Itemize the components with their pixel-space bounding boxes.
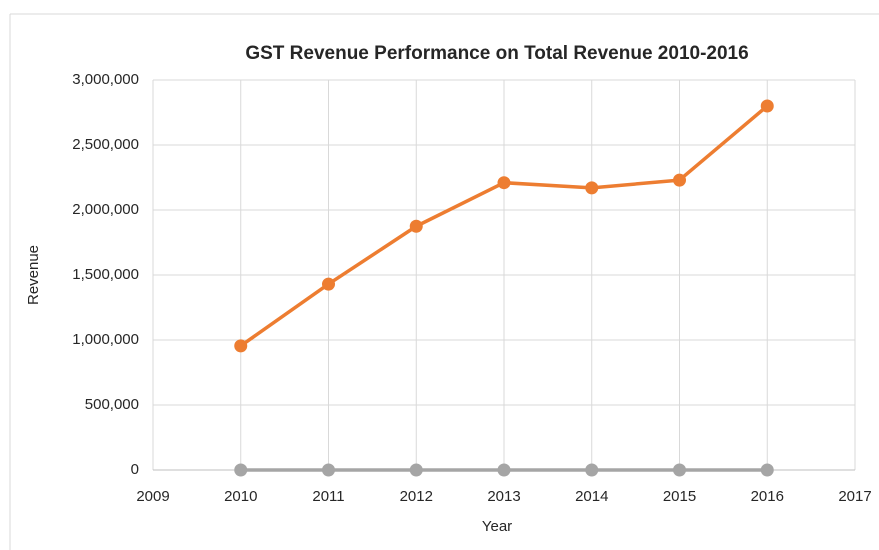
- x-tick-label: 2010: [224, 488, 257, 505]
- y-tick-label: 0: [131, 461, 139, 478]
- y-tick-label: 500,000: [85, 396, 139, 413]
- x-tick-label: 2015: [663, 488, 696, 505]
- data-point: [585, 463, 599, 477]
- data-point: [409, 219, 423, 233]
- x-tick-label: 2011: [312, 488, 344, 505]
- data-point: [497, 463, 511, 477]
- y-tick-label: 1,500,000: [72, 266, 139, 283]
- data-point: [673, 463, 686, 477]
- x-tick-label: 2016: [751, 488, 784, 505]
- chart-title: GST Revenue Performance on Total Revenue…: [245, 43, 748, 64]
- x-tick-label: 2009: [136, 488, 169, 505]
- x-tick-label: 2012: [400, 488, 433, 505]
- x-tick-label: 2017: [838, 488, 871, 505]
- data-point: [234, 339, 248, 353]
- data-point: [409, 463, 423, 477]
- data-point: [760, 99, 774, 113]
- y-tick-label: 1,000,000: [72, 331, 139, 348]
- y-axis-label: Revenue: [25, 245, 42, 305]
- data-point: [673, 173, 686, 187]
- y-tick-label: 3,000,000: [72, 71, 139, 88]
- x-tick-label: 2013: [487, 488, 520, 505]
- y-tick-label: 2,000,000: [72, 201, 139, 218]
- data-point: [760, 463, 774, 477]
- data-point: [585, 181, 599, 195]
- data-point: [497, 176, 511, 190]
- data-point: [234, 463, 248, 477]
- data-point: [322, 277, 335, 291]
- data-point: [322, 463, 335, 477]
- y-tick-label: 2,500,000: [72, 136, 139, 153]
- x-axis-label: Year: [482, 518, 512, 535]
- x-tick-label: 2014: [575, 488, 608, 505]
